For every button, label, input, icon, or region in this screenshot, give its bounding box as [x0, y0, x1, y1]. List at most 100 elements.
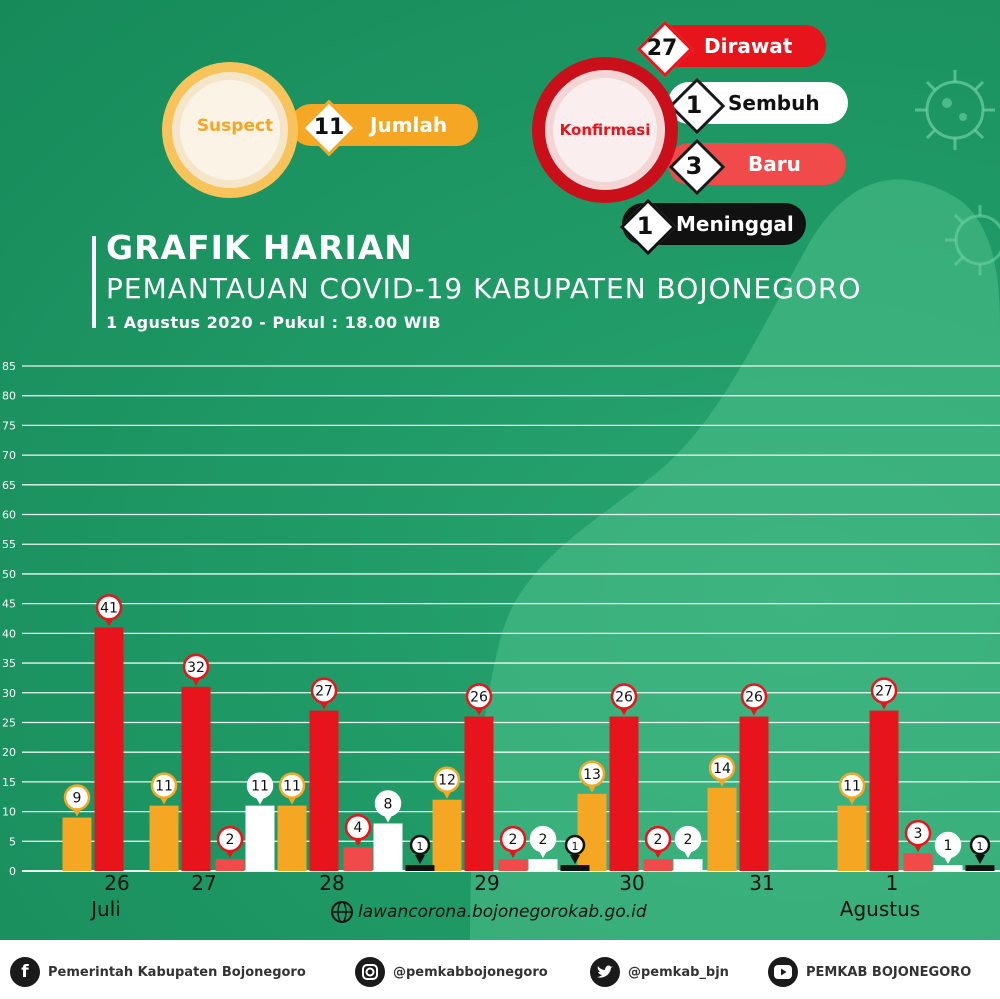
data-label: 13: [583, 767, 601, 783]
y-tick-label: 5: [9, 835, 16, 848]
bar-suspect: [707, 787, 737, 871]
x-tick-label: 26: [104, 871, 129, 895]
data-label: 1: [977, 840, 984, 853]
bar-dirawat: [464, 716, 494, 871]
bar-dirawat: [739, 716, 769, 871]
data-label: 41: [100, 600, 118, 616]
data-label-bubble: [578, 760, 606, 788]
y-tick-label: 80: [2, 390, 16, 403]
bar-suspect: [837, 805, 867, 871]
chart-subtitle: PEMANTAUAN COVID-19 KABUPATEN BOJONEGORO: [106, 272, 862, 305]
y-tick-label: 70: [2, 449, 16, 462]
data-label: 2: [539, 832, 548, 848]
youtube-text: PEMKAB BOJONEGORO: [806, 964, 972, 980]
konfirmasi-circle-label: Konfirmasi: [559, 121, 651, 139]
data-label: 1: [944, 838, 953, 854]
bar-meninggal: [560, 865, 590, 871]
bar-meninggal: [405, 865, 435, 871]
data-label: 4: [354, 820, 363, 836]
y-tick-label: 75: [2, 419, 16, 432]
globe-icon: [331, 901, 353, 923]
data-label-bubble: [838, 772, 866, 799]
youtube-icon: [768, 957, 798, 987]
data-label-bubble: [246, 772, 274, 799]
y-tick-label: 35: [2, 657, 16, 670]
chart-title: GRAFIK HARIAN: [106, 228, 413, 267]
bar-suspect: [577, 793, 607, 871]
month-label-juli: Juli: [91, 897, 121, 921]
twitter-icon: [590, 957, 620, 987]
twitter-link[interactable]: @pemkab_bjn: [590, 957, 729, 987]
data-label-bubble: [216, 825, 244, 853]
y-tick-label: 50: [2, 568, 16, 581]
bar-sembuh: [528, 859, 558, 871]
data-label: 11: [251, 779, 269, 795]
bar-dirawat: [94, 627, 124, 871]
data-label: 32: [187, 660, 205, 676]
bar-sembuh: [933, 865, 963, 871]
x-tick-label: 29: [474, 871, 499, 895]
facebook-link[interactable]: f Pemerintah Kabupaten Bojonegoro: [10, 957, 306, 987]
suspect-circle: [162, 62, 298, 198]
instagram-link[interactable]: @pemkabbojonegoro: [355, 957, 548, 987]
y-tick-label: 30: [2, 687, 16, 700]
bar-dirawat: [309, 710, 339, 871]
instagram-icon: [355, 957, 385, 987]
data-label-bubble: [182, 653, 210, 681]
y-tick-label: 55: [2, 538, 16, 551]
footer: [0, 940, 1000, 999]
bar-dirawat: [869, 710, 899, 871]
data-label-bubble: [95, 594, 123, 621]
data-label: 2: [226, 832, 235, 848]
bar-suspect: [149, 805, 179, 871]
data-label: 26: [745, 690, 763, 706]
data-label: 1: [417, 840, 424, 853]
data-label: 12: [438, 773, 456, 789]
title-accent-bar: [92, 236, 96, 328]
facebook-icon: f: [10, 957, 40, 987]
data-label: 27: [875, 684, 893, 700]
data-label: 26: [470, 690, 488, 706]
data-label-bubble: [740, 683, 768, 710]
bar-sembuh: [373, 823, 403, 871]
data-label-bubble: [708, 754, 736, 782]
suspect-value: 11: [313, 115, 345, 140]
y-tick-label: 20: [2, 746, 16, 759]
bar-baru: [903, 853, 933, 871]
youtube-link[interactable]: PEMKAB BOJONEGORO: [768, 957, 971, 987]
bar-suspect: [62, 817, 92, 871]
x-tick-label: 30: [619, 871, 644, 895]
bar-baru: [215, 859, 245, 871]
y-tick-label: 40: [2, 627, 16, 640]
website-link[interactable]: lawancorona.bojonegorokab.go.id: [330, 900, 647, 924]
baru-value: 3: [685, 152, 703, 180]
data-label-bubble: [870, 677, 898, 704]
y-tick-label: 60: [2, 509, 16, 522]
x-tick-label: 28: [319, 871, 344, 895]
data-label: 11: [843, 779, 861, 795]
bar-dirawat: [181, 686, 211, 871]
y-tick-label: 45: [2, 598, 16, 611]
bar-sembuh: [245, 805, 275, 871]
baru-label: Baru: [748, 152, 801, 176]
y-tick-label: 65: [2, 479, 16, 492]
data-label-bubble: [674, 825, 702, 853]
data-label: 3: [914, 826, 923, 842]
y-tick-label: 25: [2, 716, 16, 729]
data-label: 14: [713, 761, 731, 777]
data-label: 26: [615, 690, 633, 706]
bar-baru: [343, 847, 373, 871]
chart-date: 1 Agustus 2020 - Pukul : 18.00 WIB: [106, 313, 442, 332]
data-label-bubble: [529, 825, 557, 853]
meninggal-value: 1: [636, 212, 654, 240]
data-label-bubble: [904, 819, 932, 847]
website-text: lawancorona.bojonegorokab.go.id: [358, 902, 647, 922]
sembuh-label: Sembuh: [728, 91, 820, 115]
bar-baru: [643, 859, 673, 871]
bar-sembuh: [673, 859, 703, 871]
data-label: 2: [654, 832, 663, 848]
data-label: 11: [283, 779, 301, 795]
x-tick-label: 27: [191, 871, 216, 895]
